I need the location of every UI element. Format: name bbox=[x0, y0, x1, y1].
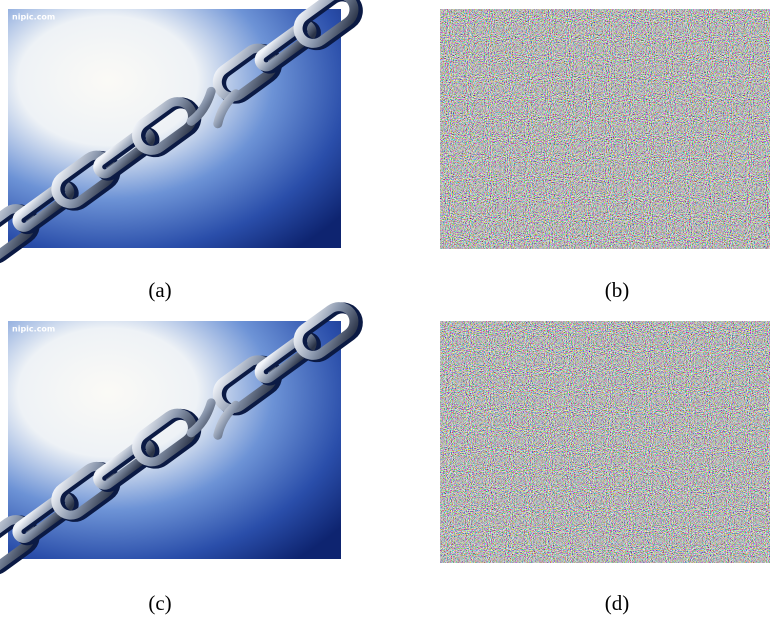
noise-image bbox=[440, 321, 770, 563]
watermark: nipic.com bbox=[12, 325, 55, 334]
figure: nipic.com (a) (b) nipic.com (c) (d) bbox=[0, 0, 770, 619]
panel bbox=[440, 321, 770, 563]
panel: nipic.com bbox=[0, 0, 363, 266]
watermark: nipic.com bbox=[12, 13, 55, 22]
panel-caption: (a) bbox=[148, 278, 171, 302]
panel-caption: (c) bbox=[148, 591, 171, 615]
panel-caption: (b) bbox=[605, 278, 630, 302]
panel: nipic.com bbox=[0, 299, 363, 576]
panel-caption: (d) bbox=[605, 591, 630, 615]
panel bbox=[440, 9, 770, 249]
noise-image bbox=[440, 9, 770, 249]
